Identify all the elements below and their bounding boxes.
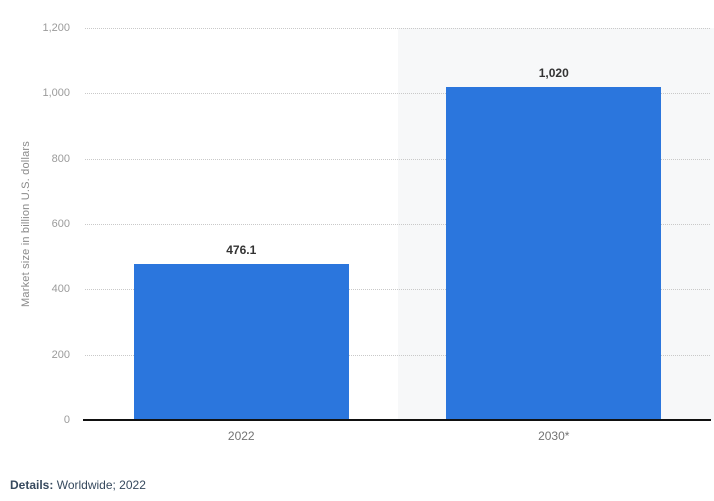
bar-2022[interactable] [133, 264, 349, 420]
y-tick-label: 200 [51, 348, 70, 361]
y-tick-label: 0 [63, 414, 70, 426]
bar-value-label: 476.1 [226, 243, 257, 258]
details-value: Worldwide; 2022 [56, 478, 146, 492]
gridline-1,000 [85, 93, 710, 95]
gridline-400 [85, 289, 710, 291]
y-tick-label: 600 [51, 218, 70, 230]
y-tick-label: 1,200 [42, 22, 70, 34]
y-axis-title: Market size in billion U.S. dollars [20, 141, 32, 307]
y-tick-label: 1,000 [42, 87, 70, 100]
x-tick-label: 2022 [227, 429, 255, 443]
x-tick-label: 2030* [538, 429, 570, 443]
y-tick-label: 800 [51, 152, 70, 165]
gridline-600 [85, 224, 710, 225]
gridline-200 [85, 354, 710, 356]
details-footer: Details: Worldwide; 2022 [10, 478, 146, 492]
details-label: Details: [10, 478, 54, 492]
bar-2030[interactable] [446, 86, 662, 420]
bar-value-label: 1,020 [538, 65, 569, 80]
gridline-800 [85, 158, 710, 160]
y-tick-label: 400 [51, 283, 70, 296]
gridline-1,200 [85, 28, 710, 29]
x-axis-line [83, 419, 711, 421]
